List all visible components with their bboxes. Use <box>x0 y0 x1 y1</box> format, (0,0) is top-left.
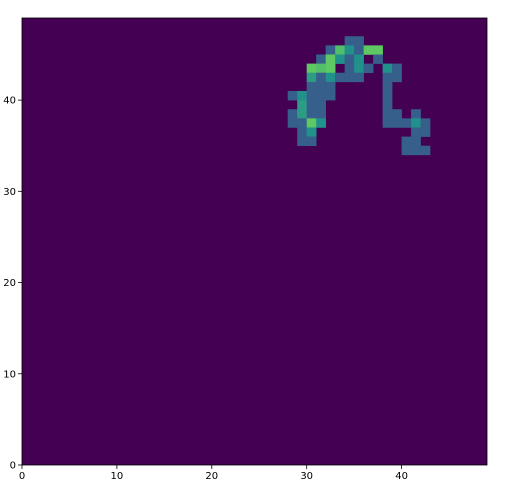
heatmap-cell <box>344 63 355 74</box>
heatmap-cell <box>382 118 393 128</box>
heatmap-cell <box>316 100 326 110</box>
heatmap-cell <box>354 45 364 55</box>
heatmap-cell <box>392 72 402 83</box>
heatmap-cell <box>335 45 345 55</box>
plot-frame <box>21 17 488 466</box>
heatmap-cell <box>382 72 393 83</box>
heatmap-cell <box>354 72 364 83</box>
heatmap-cell <box>401 145 412 156</box>
y-tick-label: 20 <box>3 278 16 289</box>
heatmap-cell <box>373 45 383 55</box>
axes: 0 10 20 30 40 0 10 20 30 40 <box>3 17 488 482</box>
heatmap-cell <box>420 118 431 128</box>
heatmap-cell <box>420 127 431 137</box>
heatmap-cell <box>325 81 336 92</box>
heatmap-cell <box>354 63 364 74</box>
y-tick-label: 0 <box>10 461 16 472</box>
y-tick-label: 30 <box>3 187 16 198</box>
heatmap-cell <box>325 63 336 74</box>
heatmap-cell <box>325 54 336 64</box>
heatmap-cell <box>392 118 402 128</box>
heatmap-cell <box>297 136 307 147</box>
heatmap-cell <box>325 45 336 55</box>
heatmap-cell <box>316 63 326 74</box>
heatmap-cell <box>306 81 317 92</box>
heatmap-cell <box>335 72 345 83</box>
heatmap-cell <box>354 54 364 64</box>
x-tick-label: 0 <box>19 471 25 482</box>
heatmap-cell <box>363 63 374 74</box>
heatmap-cell <box>316 72 326 83</box>
heatmap-cell <box>392 63 402 74</box>
heatmap-cell <box>411 118 421 128</box>
heatmap-cell <box>411 145 421 156</box>
heatmap-cell <box>306 72 317 83</box>
heatmap-cell <box>411 136 421 147</box>
x-tick-label: 20 <box>205 471 218 482</box>
heatmap-cell <box>306 136 317 147</box>
heatmap-cell <box>411 127 421 137</box>
heatmap-cell <box>411 109 421 119</box>
x-tick-label: 30 <box>300 471 313 482</box>
x-tick-label: 40 <box>395 471 408 482</box>
heatmap-background <box>22 18 487 465</box>
heatmap-cell <box>297 90 307 101</box>
heatmap-cell <box>335 54 345 64</box>
y-tick-label: 40 <box>3 96 16 107</box>
heatmap-cell <box>373 54 383 64</box>
heatmap-cell <box>401 118 412 128</box>
heatmap-cell <box>401 136 412 147</box>
y-tick-label: 10 <box>3 369 16 380</box>
heatmap-cell <box>316 81 326 92</box>
heatmap-cell <box>287 109 298 119</box>
heatmap-cell <box>382 81 393 92</box>
heatmap-cell <box>316 118 326 128</box>
heatmap-cell <box>297 100 307 110</box>
heatmap-cell <box>344 36 355 46</box>
heatmap-cell <box>306 118 317 128</box>
heatmap-cell <box>363 45 374 55</box>
heatmap-cell <box>344 54 355 64</box>
heatmap-cell <box>382 109 393 119</box>
heatmap-cell <box>316 90 326 101</box>
heatmap-cell <box>344 45 355 55</box>
heatmap-cell <box>316 54 326 64</box>
heatmap-cell <box>306 127 317 137</box>
heatmap-cell <box>316 109 326 119</box>
heatmap-cell <box>382 100 393 110</box>
heatmap-cell <box>287 90 298 101</box>
x-tick-label: 10 <box>111 471 124 482</box>
heatmap-cell <box>297 109 307 119</box>
heatmap-cell <box>306 90 317 101</box>
heatmap-cell <box>382 63 393 74</box>
heatmap-cell <box>382 90 393 101</box>
heatmap-cell <box>306 100 317 110</box>
heatmap-cell <box>297 127 307 137</box>
heatmap-cell <box>306 63 317 74</box>
heatmap-cell <box>325 72 336 83</box>
plot-area <box>22 18 487 465</box>
heatmap-cell <box>420 145 431 156</box>
heatmap-cell <box>325 90 336 101</box>
heatmap-cell <box>306 109 317 119</box>
heatmap-cell <box>392 109 402 119</box>
heatmap-cell <box>287 118 298 128</box>
heatmap-cell <box>344 72 355 83</box>
heatmap-cell <box>297 118 307 128</box>
heatmap-cell <box>354 36 364 46</box>
